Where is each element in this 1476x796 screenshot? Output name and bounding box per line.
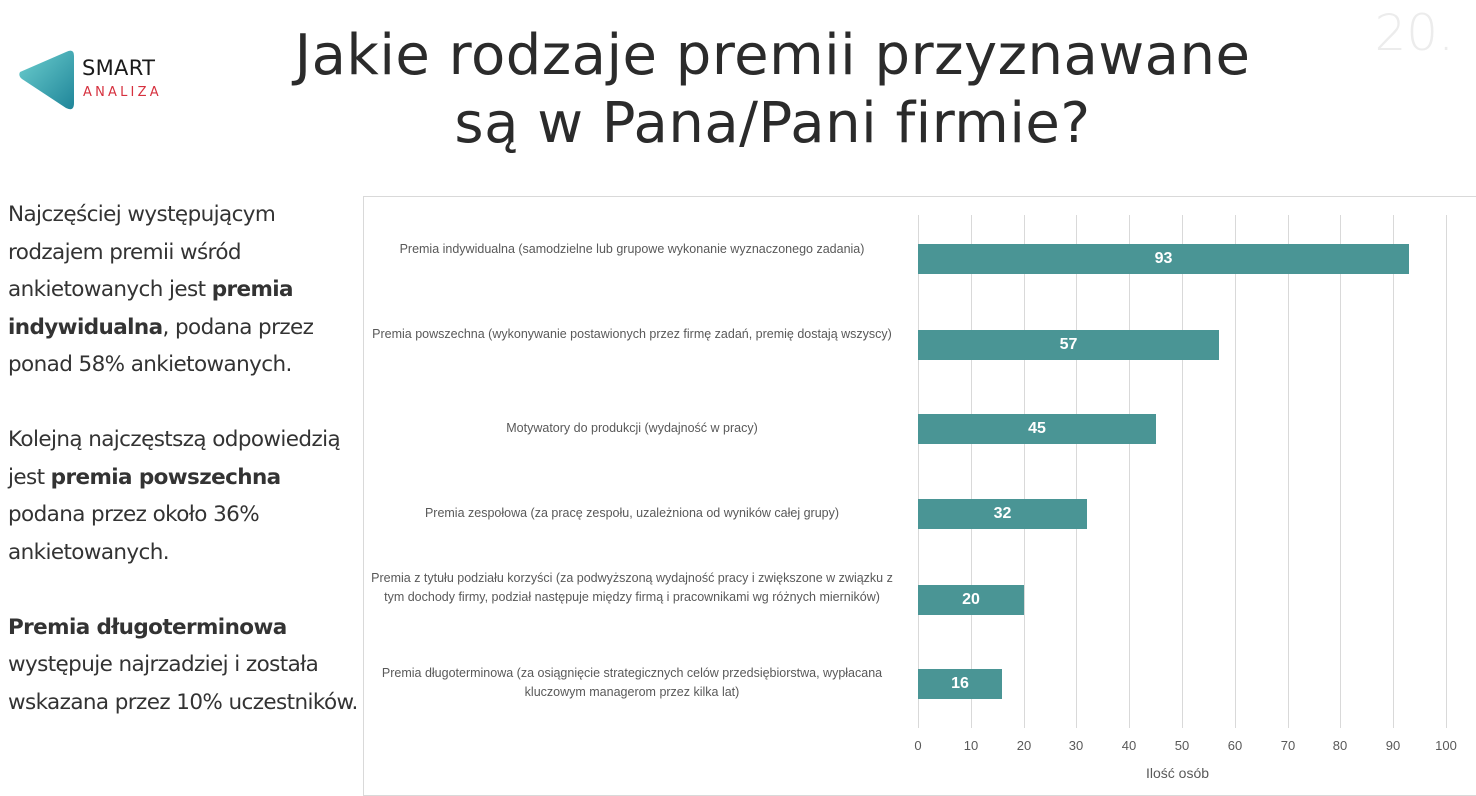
- category-label: Premia z tytułu podziału korzyści (za po…: [371, 571, 893, 604]
- logo-triangle-icon: [19, 50, 74, 110]
- x-tick-label: 20: [1016, 738, 1032, 753]
- bar: 57: [918, 330, 1219, 360]
- logo: SMART ANALIZA: [16, 48, 186, 110]
- gridline: [1340, 215, 1341, 728]
- bar-value-label: 57: [1059, 336, 1078, 353]
- x-tick-label: 40: [1121, 738, 1137, 753]
- x-axis-label: Ilość osób: [1146, 765, 1210, 781]
- gridline: [1393, 215, 1394, 728]
- x-tick-label: 10: [963, 738, 979, 753]
- summary-paragraph-2: Kolejną najczęstszą odpowiedzią jest pre…: [8, 427, 341, 565]
- category-label: Premia zespołowa (za pracę zespołu, uzal…: [424, 506, 840, 520]
- bar: 45: [918, 414, 1156, 444]
- category-label: Motywatory do produkcji (wydajność w pra…: [506, 421, 758, 435]
- title-line-1: Jakie rodzaje premii przyznawane: [294, 23, 1251, 88]
- gridline: [1024, 215, 1025, 728]
- gridline: [1288, 215, 1289, 728]
- gridline: [1182, 215, 1183, 728]
- bar-value-label: 20: [962, 591, 980, 608]
- category-label: Premia indywidualna (samodzielne lub gru…: [399, 242, 865, 256]
- gridline: [1446, 215, 1447, 728]
- bar-value-label: 93: [1154, 250, 1173, 267]
- bar: 32: [918, 499, 1087, 529]
- summary-paragraph-3: Premia długoterminowa występuje najrzadz…: [8, 614, 358, 715]
- title-line-2: są w Pana/Pani firmie?: [454, 91, 1091, 156]
- page-title: Jakie rodzaje premii przyznawane są w Pa…: [250, 22, 1295, 158]
- x-tick-label: 70: [1280, 738, 1296, 753]
- x-tick-label: 80: [1332, 738, 1348, 753]
- summary-paragraph-1: Najczęściej występującym rodzajem premii…: [8, 202, 314, 377]
- chart-frame: [363, 196, 1476, 796]
- x-tick-label: 60: [1227, 738, 1243, 753]
- category-label: Premia powszechna (wykonywanie postawion…: [372, 327, 892, 341]
- category-label: Premia długoterminowa (za osiągnięcie st…: [381, 666, 883, 699]
- bar: 16: [918, 669, 1002, 699]
- bar-value-label: 16: [951, 675, 969, 692]
- x-tick-label: 30: [1068, 738, 1084, 753]
- page-number: 20.: [1374, 4, 1454, 62]
- gridline: [1129, 215, 1130, 728]
- gridline: [1076, 215, 1077, 728]
- bar-value-label: 45: [1028, 420, 1046, 437]
- bar: 93: [918, 244, 1409, 274]
- gridline: [1235, 215, 1236, 728]
- bar-value-label: 32: [993, 505, 1012, 522]
- logo-analiza-text: ANALIZA: [83, 85, 162, 100]
- gridline: [971, 215, 972, 728]
- gridline: [918, 215, 919, 728]
- x-tick-label: 100: [1435, 738, 1457, 753]
- summary-text: Najczęściej występującym rodzajem premii…: [8, 196, 363, 759]
- x-tick-label: 0: [914, 738, 922, 753]
- logo-smart-text: SMART: [82, 56, 156, 80]
- bar: 20: [918, 585, 1024, 615]
- x-tick-label: 90: [1385, 738, 1401, 753]
- x-tick-label: 50: [1174, 738, 1190, 753]
